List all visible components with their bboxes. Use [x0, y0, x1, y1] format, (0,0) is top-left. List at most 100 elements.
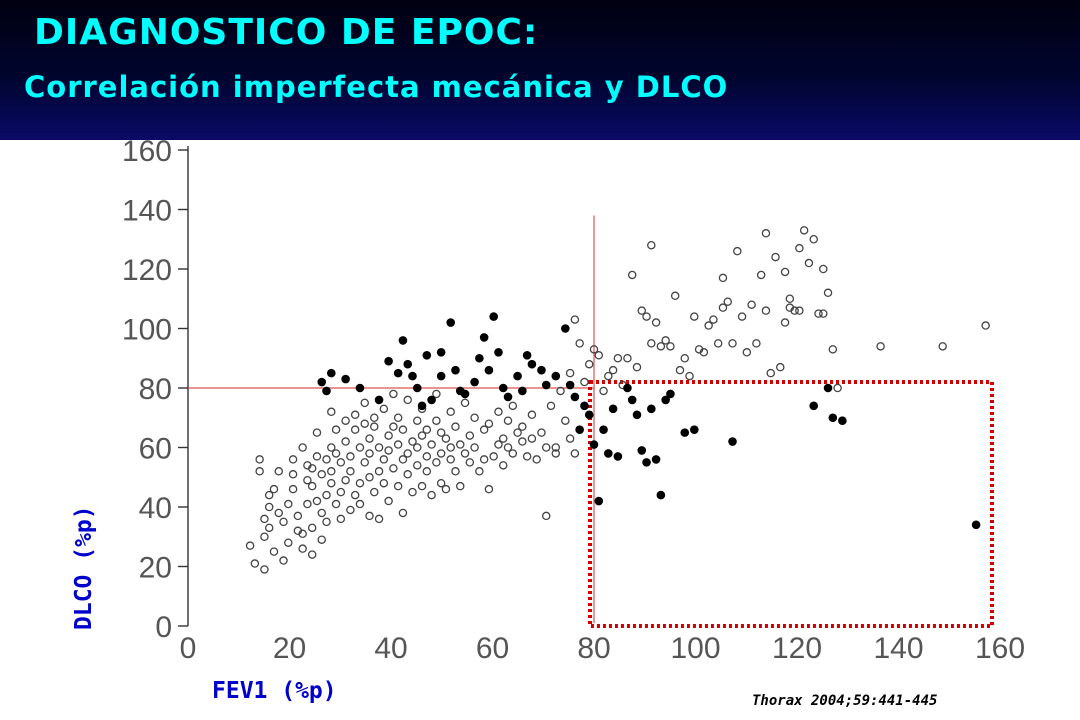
open-points-layer [245, 226, 990, 574]
filled-point [451, 365, 460, 375]
open-point [255, 455, 264, 464]
filled-point [374, 395, 384, 405]
open-point [981, 321, 990, 330]
open-point [403, 395, 412, 405]
open-point [307, 481, 317, 491]
open-point [279, 517, 288, 527]
filled-point [809, 401, 819, 411]
open-point [470, 443, 479, 452]
open-point [456, 440, 465, 449]
open-point [503, 443, 513, 452]
open-point [346, 505, 355, 515]
open-point [250, 559, 260, 568]
open-point [776, 362, 785, 372]
open-point [245, 541, 255, 550]
filled-point [322, 386, 331, 396]
filled-point [599, 425, 608, 434]
open-point [360, 458, 369, 467]
open-point [441, 484, 451, 494]
open-point [723, 297, 732, 306]
open-point [398, 508, 408, 518]
open-point [384, 446, 393, 455]
open-point [298, 544, 307, 553]
open-point [393, 481, 403, 491]
open-point [350, 490, 360, 500]
open-point [446, 407, 455, 417]
x-tick-labels: 0 20 40 60 80 100 120 140 160 [180, 632, 1025, 665]
filled-point [680, 428, 690, 437]
open-point [780, 318, 790, 327]
filled-point [666, 389, 675, 399]
open-point [288, 470, 298, 479]
open-point [312, 496, 322, 506]
open-point [370, 487, 379, 497]
open-point [389, 422, 398, 431]
filled-point [647, 404, 656, 414]
open-point [422, 425, 432, 434]
open-point [350, 425, 360, 434]
open-point [795, 306, 804, 315]
open-point [413, 416, 422, 425]
source-citation: Thorax 2004;59:441-445 [752, 693, 938, 709]
open-point [441, 434, 451, 443]
open-point [699, 348, 709, 357]
open-point [374, 514, 384, 524]
open-point [637, 306, 647, 315]
open-point [398, 455, 408, 464]
filled-point [460, 389, 470, 399]
open-point [312, 452, 322, 461]
open-point [819, 309, 828, 318]
open-point [647, 339, 656, 348]
open-point [556, 386, 565, 396]
open-point [541, 443, 551, 452]
open-point [809, 234, 818, 244]
open-point [704, 321, 713, 330]
open-point [355, 443, 365, 452]
open-point [317, 508, 326, 518]
filled-point [527, 359, 537, 369]
open-point [570, 315, 580, 324]
open-point [479, 425, 489, 434]
open-point [336, 514, 346, 524]
open-point [446, 443, 455, 452]
open-point [733, 246, 742, 256]
open-point [709, 315, 718, 324]
open-point [833, 383, 842, 393]
filled-point [503, 392, 513, 402]
open-point [370, 422, 379, 431]
open-point [432, 416, 441, 425]
open-point [417, 481, 427, 491]
filled-point [384, 356, 393, 366]
x-tick-label: 60 [476, 632, 509, 665]
open-point [747, 300, 756, 309]
filled-point [326, 368, 336, 378]
filled-point [604, 449, 613, 458]
open-point [456, 481, 465, 491]
x-tick-label: 20 [273, 632, 306, 665]
open-point [761, 306, 771, 315]
open-point [498, 461, 508, 470]
slide-subtitle: Correlación imperfecta mecánica y DLCO [24, 70, 729, 104]
open-point [336, 458, 346, 467]
open-point [642, 312, 651, 321]
filled-point [561, 324, 570, 333]
open-point [327, 443, 336, 452]
filled-point [623, 383, 632, 393]
filled-point [412, 383, 422, 393]
open-point [436, 449, 446, 458]
y-tick-label: 100 [122, 314, 172, 347]
open-point [374, 467, 384, 476]
open-point [484, 484, 494, 494]
open-point [336, 487, 346, 497]
filled-point [690, 425, 699, 434]
open-point [327, 467, 336, 476]
filled-point [422, 350, 432, 360]
filled-point [417, 401, 427, 411]
filled-point [498, 383, 508, 393]
y-tick-label: 60 [139, 433, 172, 466]
open-point [284, 499, 293, 509]
filled-point [489, 312, 498, 321]
open-point [307, 523, 317, 533]
open-point [303, 499, 312, 509]
open-point [341, 437, 350, 446]
